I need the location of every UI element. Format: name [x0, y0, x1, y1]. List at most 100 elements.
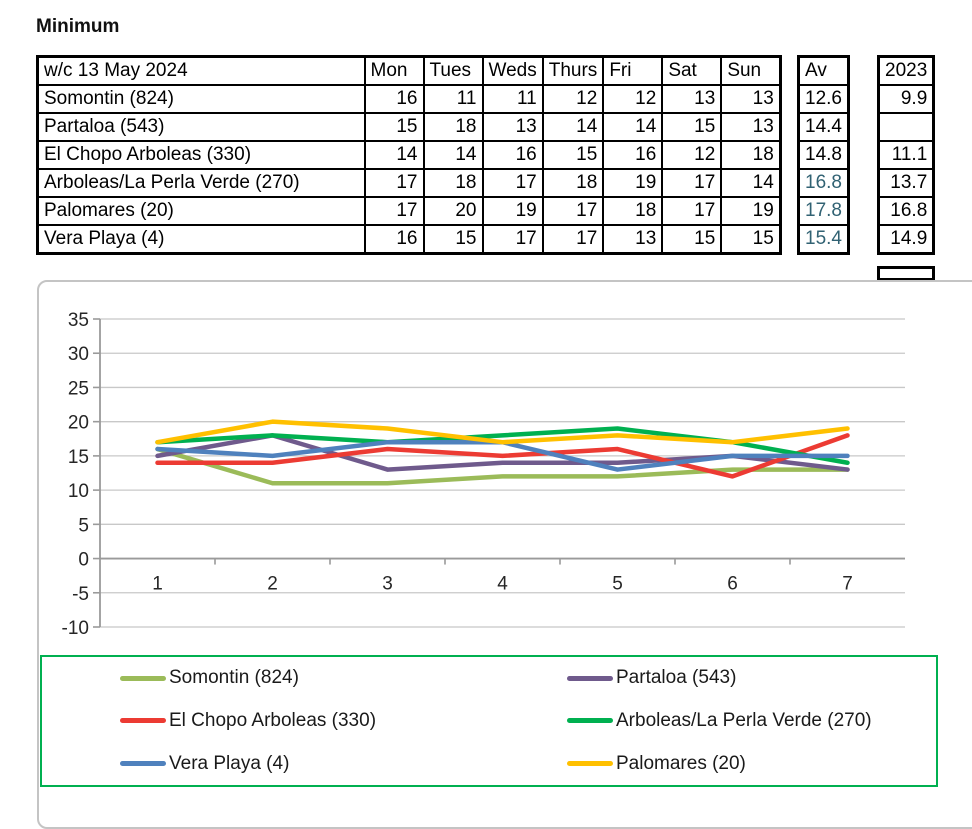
x-tick-label: 7 — [842, 574, 853, 595]
value-cell[interactable]: 17 — [541, 224, 605, 255]
day-header-cell[interactable]: Sat — [661, 55, 723, 86]
legend-label: Somontin (824) — [169, 667, 299, 689]
value-cell[interactable]: 14 — [720, 168, 782, 198]
year-value-cell[interactable]: 11.1 — [877, 140, 935, 170]
value-cell[interactable]: 12 — [541, 84, 605, 114]
location-name-cell[interactable]: Vera Playa (4) — [36, 224, 366, 255]
value-cell[interactable]: 14 — [422, 140, 484, 170]
legend-item[interactable]: Partaloa (543) — [489, 667, 936, 689]
value-cell[interactable]: 11 — [422, 84, 484, 114]
value-cell[interactable]: 18 — [720, 140, 782, 170]
year-row: 9.9 — [877, 84, 935, 114]
year-value-cell[interactable]: 14.9 — [877, 224, 935, 255]
average-row: 15.4 — [797, 224, 850, 255]
value-cell[interactable]: 13 — [720, 84, 782, 114]
value-cell[interactable]: 17 — [661, 196, 723, 226]
average-cell[interactable]: 14.8 — [797, 140, 850, 170]
value-cell[interactable]: 12 — [602, 84, 664, 114]
value-cell[interactable]: 16 — [363, 84, 425, 114]
x-tick-label: 1 — [152, 574, 163, 595]
legend-line-swatch — [120, 718, 166, 724]
legend-item[interactable]: Vera Playa (4) — [42, 753, 489, 775]
value-cell[interactable]: 14 — [363, 140, 425, 170]
value-cell[interactable]: 15 — [661, 112, 723, 142]
value-cell[interactable]: 13 — [602, 224, 664, 255]
day-header-cell[interactable]: Sun — [720, 55, 782, 86]
average-cell[interactable]: 16.8 — [797, 168, 850, 198]
location-name-cell[interactable]: El Chopo Arboleas (330) — [36, 140, 366, 170]
location-name-cell[interactable]: Partaloa (543) — [36, 112, 366, 142]
average-table: Av 12.6 14.4 14.8 16.8 17.8 15.4 — [797, 55, 850, 255]
y-tick-label: 20 — [68, 413, 89, 434]
day-header-cell[interactable]: Mon — [363, 55, 425, 86]
x-tick-label: 5 — [612, 574, 623, 595]
week-table-header-row: w/c 13 May 2024 Mon Tues Weds Thurs Fri Sat Su… — [36, 55, 782, 86]
location-name-cell[interactable]: Arboleas/La Perla Verde (270) — [36, 168, 366, 198]
average-cell[interactable]: 17.8 — [797, 196, 850, 226]
average-cell[interactable]: 14.4 — [797, 112, 850, 142]
average-cell[interactable]: 12.6 — [797, 84, 850, 114]
legend-item[interactable]: El Chopo Arboleas (330) — [42, 710, 489, 732]
value-cell[interactable]: 13 — [661, 84, 723, 114]
value-cell[interactable]: 19 — [720, 196, 782, 226]
legend-item[interactable]: Palomares (20) — [489, 753, 936, 775]
year-value-cell[interactable]: 13.7 — [877, 168, 935, 198]
value-cell[interactable]: 16 — [602, 140, 664, 170]
value-cell[interactable]: 18 — [602, 196, 664, 226]
value-cell[interactable]: 20 — [422, 196, 484, 226]
year-value-cell[interactable]: 16.8 — [877, 196, 935, 226]
legend-item[interactable]: Somontin (824) — [42, 667, 489, 689]
value-cell[interactable]: 15 — [541, 140, 605, 170]
value-cell[interactable]: 19 — [481, 196, 544, 226]
day-header-cell[interactable]: Thurs — [541, 55, 605, 86]
value-cell[interactable]: 11 — [481, 84, 544, 114]
chart-legend[interactable]: Somontin (824) Partaloa (543) El Chopo Arb… — [40, 655, 938, 787]
year-extra-empty-cell[interactable] — [877, 266, 935, 281]
value-cell[interactable]: 17 — [541, 196, 605, 226]
week-label-cell[interactable]: w/c 13 May 2024 — [36, 55, 366, 86]
legend-line-swatch — [567, 675, 613, 681]
day-header-cell[interactable]: Tues — [422, 55, 484, 86]
value-cell[interactable]: 19 — [602, 168, 664, 198]
day-header-cell[interactable]: Weds — [481, 55, 544, 86]
year-row: 16.8 — [877, 196, 935, 226]
value-cell[interactable]: 17 — [661, 168, 723, 198]
year-header-cell[interactable]: 2023 — [877, 55, 935, 86]
value-cell[interactable]: 14 — [541, 112, 605, 142]
y-tick-label: 10 — [68, 481, 89, 502]
value-cell[interactable]: 17 — [363, 196, 425, 226]
legend-line-swatch — [567, 761, 613, 767]
value-cell[interactable]: 18 — [422, 168, 484, 198]
value-cell[interactable]: 16 — [363, 224, 425, 255]
value-cell[interactable]: 13 — [720, 112, 782, 142]
value-cell[interactable]: 17 — [481, 168, 544, 198]
location-name-cell[interactable]: Palomares (20) — [36, 196, 366, 226]
value-cell[interactable]: 14 — [602, 112, 664, 142]
y-tick-label: -5 — [72, 584, 89, 605]
value-cell[interactable]: 13 — [481, 112, 544, 142]
value-cell[interactable]: 16 — [481, 140, 544, 170]
y-tick-label: 0 — [78, 550, 89, 571]
year-row — [877, 112, 935, 142]
average-header-cell[interactable]: Av — [797, 55, 850, 86]
value-cell[interactable]: 18 — [422, 112, 484, 142]
series-line-el-chopo-arboleas-330- — [155, 433, 850, 479]
value-cell[interactable]: 12 — [661, 140, 723, 170]
value-cell[interactable]: 15 — [422, 224, 484, 255]
y-tick-label: 35 — [68, 310, 89, 331]
no-data-cell[interactable] — [877, 112, 935, 142]
year-value-cell[interactable]: 9.9 — [877, 84, 935, 114]
value-cell[interactable]: 15 — [363, 112, 425, 142]
value-cell[interactable]: 17 — [363, 168, 425, 198]
value-cell[interactable]: 15 — [661, 224, 723, 255]
week-table: w/c 13 May 2024 Mon Tues Weds Thurs Fri Sat Su… — [36, 55, 782, 255]
day-header-cell[interactable]: Fri — [602, 55, 664, 86]
value-cell[interactable]: 15 — [720, 224, 782, 255]
average-row: 14.4 — [797, 112, 850, 142]
average-cell[interactable]: 15.4 — [797, 224, 850, 255]
location-name-cell[interactable]: Somontin (824) — [36, 84, 366, 114]
legend-line-swatch — [120, 675, 166, 681]
value-cell[interactable]: 18 — [541, 168, 605, 198]
legend-item[interactable]: Arboleas/La Perla Verde (270) — [489, 710, 936, 732]
value-cell[interactable]: 17 — [481, 224, 544, 255]
